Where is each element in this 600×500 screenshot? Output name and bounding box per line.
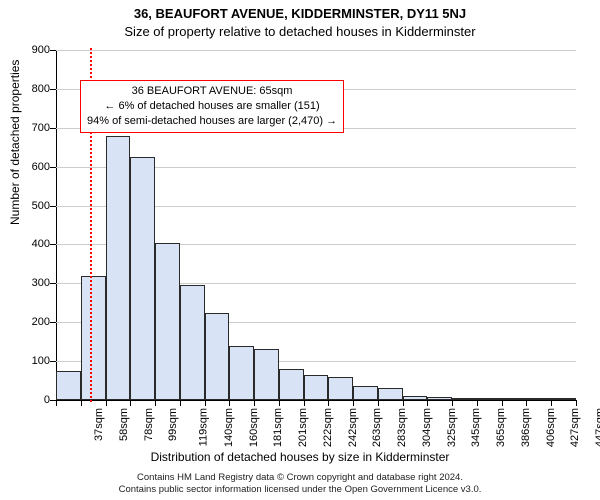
x-tick <box>378 400 379 406</box>
histogram-bar <box>427 397 452 400</box>
y-tick <box>50 206 56 207</box>
x-tick-label: 283sqm <box>396 408 408 447</box>
x-tick <box>328 400 329 406</box>
titles: 36, BEAUFORT AVENUE, KIDDERMINSTER, DY11… <box>0 0 600 39</box>
x-tick <box>551 400 552 406</box>
histogram-bar <box>56 371 81 400</box>
histogram-bar <box>477 398 502 400</box>
histogram-bar <box>378 388 403 400</box>
x-tick-label: 427sqm <box>570 408 582 447</box>
y-tick <box>50 128 56 129</box>
y-tick-label: 0 <box>10 394 50 406</box>
histogram-bar <box>180 285 205 400</box>
y-tick <box>50 244 56 245</box>
x-tick-label: 447sqm <box>594 408 600 447</box>
x-tick-label: 365sqm <box>495 408 507 447</box>
x-tick-label: 37sqm <box>93 408 105 441</box>
x-tick <box>155 400 156 406</box>
x-tick-label: 345sqm <box>471 408 483 447</box>
y-tick <box>50 322 56 323</box>
y-tick <box>50 167 56 168</box>
histogram-bar <box>502 398 527 400</box>
x-tick-label: 160sqm <box>248 408 260 447</box>
y-tick <box>50 283 56 284</box>
x-tick-label: 242sqm <box>347 408 359 447</box>
annotation-box: 36 BEAUFORT AVENUE: 65sqm← 6% of detache… <box>80 80 344 133</box>
y-tick-label: 400 <box>10 238 50 250</box>
histogram-bar <box>353 386 378 400</box>
x-tick <box>502 400 503 406</box>
annotation-line: 36 BEAUFORT AVENUE: 65sqm <box>87 84 337 99</box>
x-tick <box>56 400 57 406</box>
y-tick-label: 800 <box>10 83 50 95</box>
x-tick-label: 78sqm <box>143 408 155 441</box>
x-tick <box>279 400 280 406</box>
x-tick <box>403 400 404 406</box>
x-tick <box>452 400 453 406</box>
y-tick-label: 300 <box>10 277 50 289</box>
y-tick-label: 700 <box>10 122 50 134</box>
x-tick <box>180 400 181 406</box>
x-tick <box>106 400 107 406</box>
x-tick <box>304 400 305 406</box>
x-tick-label: 386sqm <box>520 408 532 447</box>
y-tick-label: 200 <box>10 316 50 328</box>
histogram-bar <box>328 377 353 400</box>
chart-title: 36, BEAUFORT AVENUE, KIDDERMINSTER, DY11… <box>0 6 600 21</box>
x-tick <box>477 400 478 406</box>
footer-line-2: Contains public sector information licen… <box>0 484 600 496</box>
footer: Contains HM Land Registry data © Crown c… <box>0 472 600 496</box>
histogram-bar <box>205 313 230 401</box>
histogram-bar <box>526 398 551 400</box>
x-tick-label: 406sqm <box>545 408 557 447</box>
x-tick <box>81 400 82 406</box>
chart-subtitle: Size of property relative to detached ho… <box>0 24 600 39</box>
x-tick-label: 58sqm <box>118 408 130 441</box>
x-tick-label: 222sqm <box>322 408 334 447</box>
histogram-bar <box>551 398 576 400</box>
x-tick <box>205 400 206 406</box>
y-tick-label: 500 <box>10 200 50 212</box>
y-tick-label: 900 <box>10 44 50 56</box>
x-tick-label: 201sqm <box>297 408 309 447</box>
histogram-bar <box>155 243 180 401</box>
chart-container: 36, BEAUFORT AVENUE, KIDDERMINSTER, DY11… <box>0 0 600 500</box>
y-tick <box>50 361 56 362</box>
histogram-bar <box>304 375 329 400</box>
annotation-line: 94% of semi-detached houses are larger (… <box>87 114 337 129</box>
grid-line <box>56 50 576 51</box>
plot-area: 010020030040050060070080090037sqm58sqm78… <box>56 50 576 400</box>
y-tick <box>50 50 56 51</box>
histogram-bar <box>81 276 106 400</box>
x-tick-label: 119sqm <box>197 408 209 446</box>
annotation-line: ← 6% of detached houses are smaller (151… <box>87 99 337 114</box>
footer-line-1: Contains HM Land Registry data © Crown c… <box>0 472 600 484</box>
x-tick <box>427 400 428 406</box>
x-tick-label: 304sqm <box>421 408 433 447</box>
histogram-bar <box>403 396 428 400</box>
x-tick <box>229 400 230 406</box>
histogram-bar <box>130 157 155 400</box>
x-tick-label: 181sqm <box>272 408 284 447</box>
histogram-bar <box>279 369 304 400</box>
x-tick <box>526 400 527 406</box>
x-tick <box>130 400 131 406</box>
x-tick-label: 99sqm <box>167 408 179 441</box>
x-tick-label: 263sqm <box>372 408 384 447</box>
x-tick <box>576 400 577 406</box>
histogram-bar <box>229 346 254 400</box>
histogram-bar <box>106 136 131 400</box>
y-tick <box>50 89 56 90</box>
x-tick-label: 140sqm <box>223 408 235 447</box>
histogram-bar <box>452 398 477 400</box>
y-tick-label: 100 <box>10 355 50 367</box>
histogram-bar <box>254 349 279 400</box>
x-tick-label: 325sqm <box>446 408 458 447</box>
x-axis-label: Distribution of detached houses by size … <box>0 450 600 464</box>
x-tick <box>353 400 354 406</box>
x-tick <box>254 400 255 406</box>
y-tick-label: 600 <box>10 161 50 173</box>
